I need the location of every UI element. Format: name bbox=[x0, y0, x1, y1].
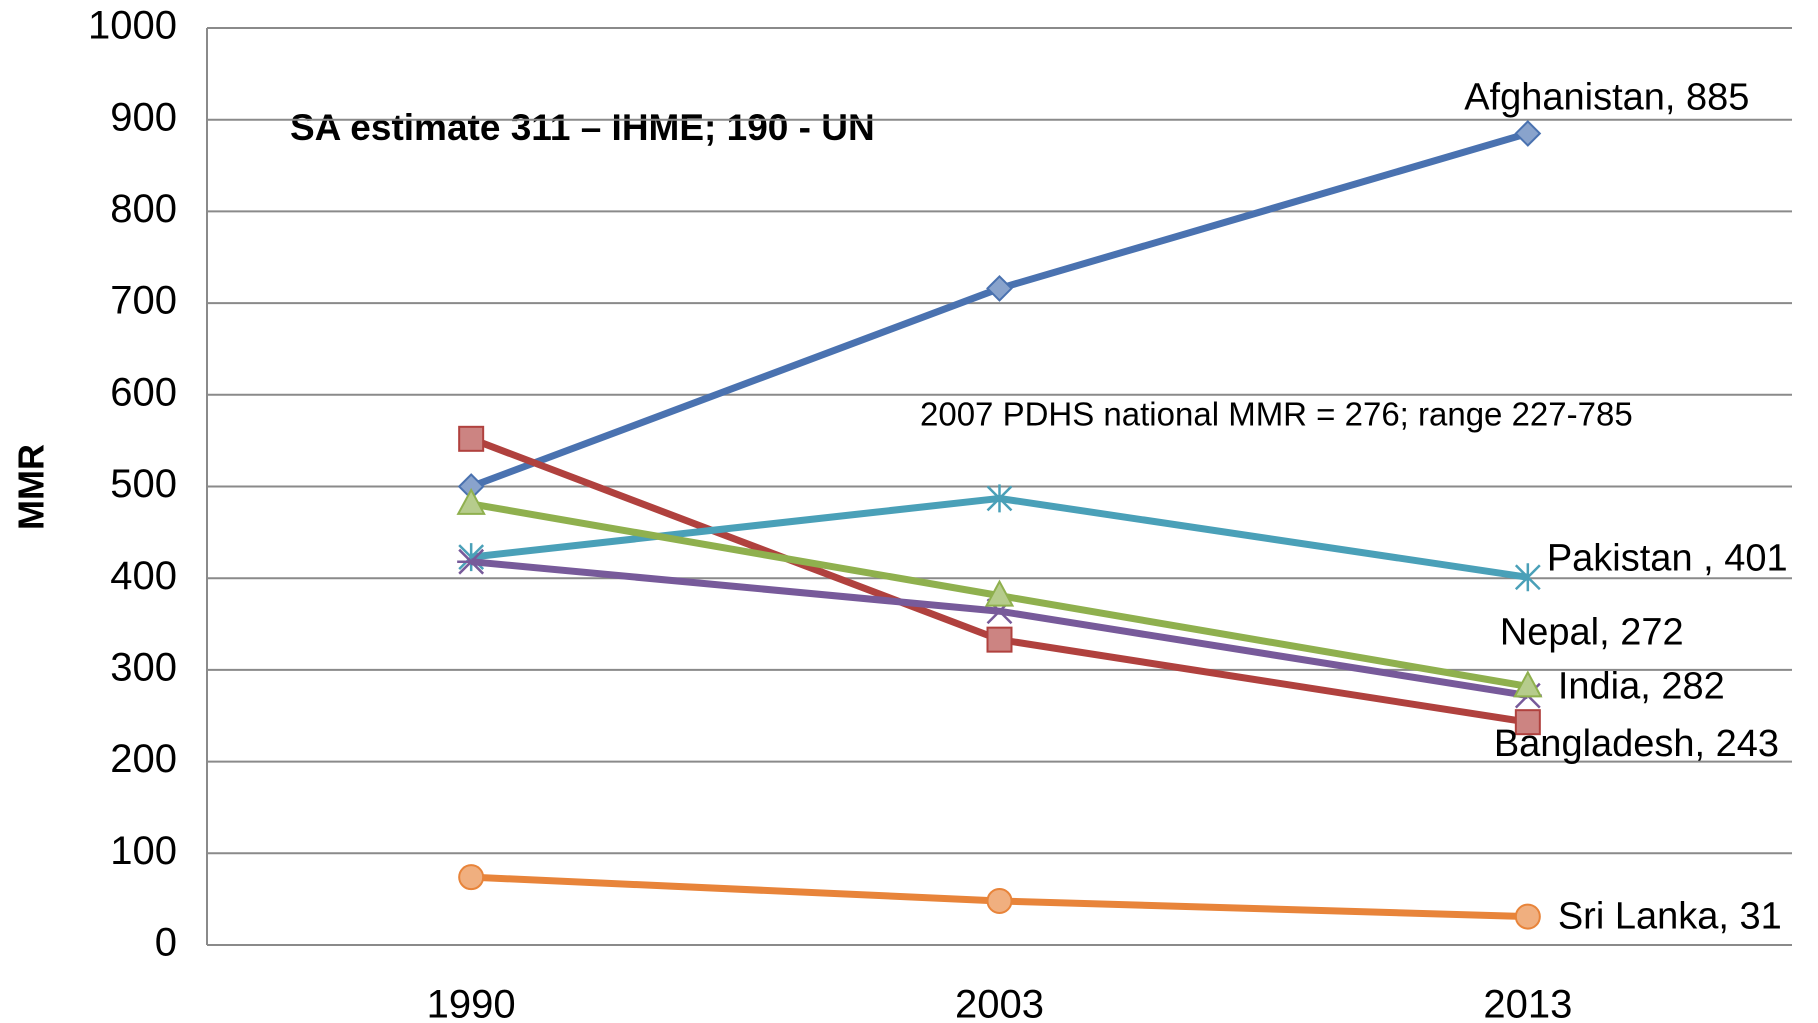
marker-stroke bbox=[457, 548, 486, 575]
marker bbox=[1514, 903, 1541, 930]
y-tick-label: 400 bbox=[110, 554, 177, 598]
data-label: Pakistan , 401 bbox=[1547, 537, 1788, 579]
marker bbox=[457, 548, 486, 575]
y-tick-label: 500 bbox=[110, 462, 177, 506]
marker-stroke bbox=[986, 484, 1013, 513]
marker bbox=[986, 275, 1013, 302]
y-tick-label: 600 bbox=[110, 370, 177, 414]
marker bbox=[1514, 120, 1542, 147]
annotation: SA estimate 311 – IHME; 190 - UN bbox=[290, 107, 875, 148]
x-tick-label: 2003 bbox=[955, 983, 1044, 1023]
y-tick-label: 300 bbox=[110, 645, 177, 689]
x-tick-label: 1990 bbox=[427, 983, 516, 1023]
annotation: 2007 PDHS national MMR = 276; range 227-… bbox=[920, 396, 1633, 433]
y-tick-label: 800 bbox=[110, 187, 177, 231]
y-tick-label: 100 bbox=[110, 829, 177, 873]
x-tick-label: 2013 bbox=[1483, 983, 1572, 1023]
y-axis-label: MMR bbox=[11, 444, 52, 530]
line bbox=[469, 130, 1529, 490]
marker bbox=[1513, 670, 1543, 698]
marker-stroke bbox=[1514, 563, 1541, 592]
data-label: Bangladesh, 243 bbox=[1494, 723, 1779, 765]
marker bbox=[1514, 563, 1541, 592]
data-label: Afghanistan, 885 bbox=[1464, 76, 1749, 118]
y-tick-label: 700 bbox=[110, 279, 177, 323]
y-tick-label: 0 bbox=[155, 921, 177, 965]
marker bbox=[458, 425, 485, 452]
y-tick-label: 1000 bbox=[88, 4, 177, 48]
marker bbox=[986, 887, 1013, 914]
data-label: Sri Lanka, 31 bbox=[1558, 896, 1782, 938]
marker bbox=[456, 487, 486, 515]
data-label: Nepal, 272 bbox=[1500, 612, 1684, 654]
marker bbox=[1514, 709, 1541, 736]
data-label: India, 282 bbox=[1558, 665, 1725, 707]
y-tick-label: 900 bbox=[110, 95, 177, 139]
marker bbox=[984, 579, 1015, 607]
marker bbox=[986, 484, 1013, 513]
marker bbox=[986, 626, 1013, 653]
y-tick-label: 200 bbox=[110, 737, 177, 781]
marker bbox=[458, 864, 485, 891]
